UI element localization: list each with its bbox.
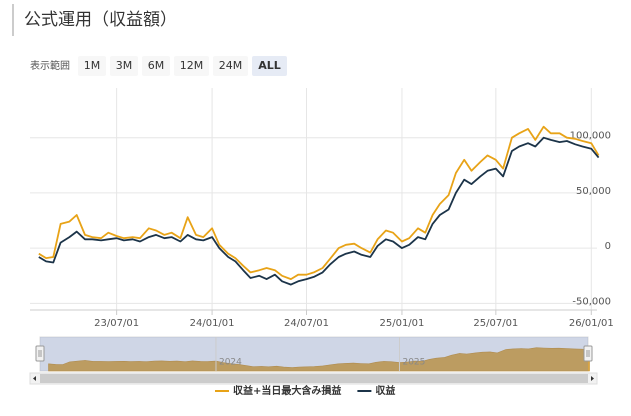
range-button-label[interactable]: ALL [258,59,281,72]
range-button-label[interactable]: 3M [116,59,133,72]
range-button[interactable] [252,56,287,76]
range-button[interactable] [78,56,106,76]
x-tick-label: 26/01/01 [569,318,614,329]
range-button[interactable] [110,56,138,76]
navigator-area [48,347,590,372]
range-label: 表示範囲 [30,59,70,72]
range-button[interactable] [142,56,170,76]
x-tick-label: 25/01/01 [379,318,424,329]
series-line [38,136,600,286]
y-tick-label: 50,000 [576,186,611,197]
title-bar [12,4,14,36]
legend-label[interactable]: 収益+当日最大含み損益 [233,384,341,397]
x-tick-label: 24/01/01 [190,318,235,329]
y-tick-label: -50,000 [572,296,611,307]
x-tick-label: 25/07/01 [473,318,518,329]
plot-area: 23/07/01 24/01/01 24/07/01 25/01/01 25/07/01… [30,88,614,329]
legend-label[interactable]: 収益 [375,384,395,397]
navigator-handle[interactable] [583,345,593,362]
scrollbar-thumb[interactable] [40,374,588,383]
x-tick-label: 24/07/01 [284,318,329,329]
y-tick-label: 0 [605,241,611,252]
range-button-label[interactable]: 12M [180,59,204,72]
series-line [38,125,600,280]
x-tick-label: 23/07/01 [94,318,139,329]
navigator-label: 2024 [219,358,242,368]
navigator: 2024 2025 [29,336,598,385]
navigator-handle[interactable] [35,345,45,362]
range-button[interactable] [213,56,248,76]
range-buttons: 1M 3M 6M 12M 24M ALL [78,56,287,76]
scrollbar-arrow-right[interactable] [591,376,594,381]
navigator-mask [40,337,588,371]
scrollbar-arrow-left[interactable] [33,376,36,381]
navigator-label: 2025 [402,358,425,368]
range-button-label[interactable]: 6M [148,59,165,72]
y-tick-label: 100,000 [570,131,611,142]
range-button-label[interactable]: 24M [219,59,243,72]
legend: 収益+当日最大含み損益 収益 [215,384,395,397]
range-button[interactable] [174,56,209,76]
chart-title: 公式運用（収益額） [24,10,177,30]
range-button-label[interactable]: 1M [84,59,101,72]
